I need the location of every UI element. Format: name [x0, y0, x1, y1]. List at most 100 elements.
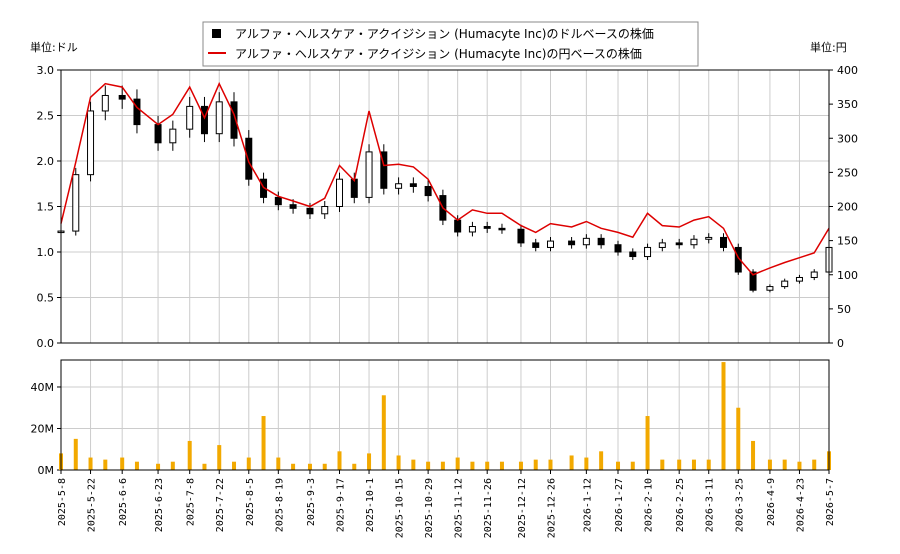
usd-candle-body	[810, 271, 818, 278]
volume-bar	[307, 463, 312, 470]
date-tick-label: 2025-9-17	[336, 478, 347, 532]
usd-candle-body	[720, 236, 728, 248]
volume-bar	[767, 459, 772, 470]
right-tick-label: 300	[837, 132, 858, 145]
usd-candle-body	[350, 178, 358, 198]
volume-tick-label: 40M	[31, 381, 55, 394]
legend-usd-swatch	[212, 29, 221, 38]
volume-bar	[396, 455, 401, 470]
price-plot-frame	[60, 69, 830, 344]
volume-bar	[660, 459, 665, 470]
usd-candle-body	[614, 244, 622, 253]
date-tick-label: 2025-7-22	[215, 478, 226, 532]
usd-candle-body	[582, 237, 590, 246]
date-axis-ticks: 2025-5-8 2025-5-22 2025-6-6 2025-6-23 2025-7…	[57, 470, 836, 538]
volume-bar	[276, 457, 281, 470]
usd-candle-body	[468, 226, 476, 233]
date-tick-label: 2025-12-12	[517, 478, 528, 538]
volume-bar	[246, 457, 251, 470]
usd-candle-body	[306, 207, 314, 215]
volume-bar	[736, 407, 741, 470]
usd-candle-body	[289, 204, 297, 209]
volume-bar	[120, 457, 125, 470]
date-tick-label: 2025-10-1	[365, 478, 376, 532]
volume-bar	[485, 461, 490, 470]
date-tick-label: 2025-9-3	[306, 478, 317, 526]
right-tick-label: 200	[837, 201, 858, 214]
usd-candle-body	[169, 128, 177, 144]
left-tick-label: 0.0	[37, 337, 55, 350]
volume-bar	[217, 445, 222, 470]
volume-bar	[499, 461, 504, 470]
date-tick-label: 2026-1-12	[582, 478, 593, 532]
usd-candle-body	[395, 183, 403, 189]
volume-bar	[599, 451, 604, 470]
date-tick-label: 2026-5-7	[825, 478, 836, 526]
volume-bar	[569, 455, 574, 470]
volume-bar	[706, 459, 711, 470]
left-tick-label: 0.5	[37, 292, 55, 305]
usd-candle-body	[483, 226, 491, 229]
usd-candle-body	[230, 101, 238, 139]
right-axis-ticks: 0 50 100 150 200 250 300 350 400	[829, 64, 858, 350]
usd-candle-body	[245, 137, 253, 180]
usd-candle-body	[380, 151, 388, 189]
volume-bar	[518, 461, 523, 470]
volume-bar	[156, 463, 161, 470]
volume-bar	[291, 463, 296, 470]
usd-candle-body	[705, 236, 713, 240]
usd-candle-body	[215, 101, 223, 135]
usd-candle-body	[87, 110, 95, 176]
right-axis-unit: 単位:円	[810, 40, 847, 54]
volume-bar	[381, 395, 386, 470]
left-tick-label: 1.5	[37, 201, 55, 214]
date-tick-label: 2025-5-22	[87, 478, 98, 532]
usd-candle-body	[517, 228, 525, 244]
legend: アルファ・ヘルスケア・アクイジション (Humacyte Inc)のドルベースの…	[202, 21, 699, 67]
usd-candle-body	[690, 238, 698, 246]
volume-bar	[367, 453, 372, 470]
volume-bar	[88, 457, 93, 470]
usd-candle-body	[675, 242, 683, 246]
left-tick-label: 1.0	[37, 246, 55, 259]
volume-bar	[812, 459, 817, 470]
usd-candle-body	[154, 124, 162, 144]
date-tick-label: 2026-4-9	[766, 478, 777, 526]
volume-tick-label: 20M	[31, 422, 55, 435]
volume-bar	[134, 461, 139, 470]
volume-bar	[584, 457, 589, 470]
usd-candle-body	[766, 286, 774, 291]
volume-axis-ticks: 0M 20M 40M	[31, 381, 61, 477]
date-tick-label: 2025-11-26	[483, 478, 494, 538]
usd-candle-body	[274, 196, 282, 206]
usd-candle-body	[72, 174, 80, 232]
usd-candle-body	[200, 105, 208, 135]
volume-bar	[261, 416, 266, 470]
date-tick-label: 2025-10-29	[424, 478, 435, 538]
usd-candle-body	[644, 246, 652, 258]
usd-candle-body	[133, 98, 141, 126]
date-tick-label: 2025-8-19	[274, 478, 285, 532]
usd-candle-body	[454, 219, 462, 233]
volume-bars	[59, 362, 831, 470]
volume-bar	[202, 463, 207, 470]
volume-bar	[455, 457, 460, 470]
date-tick-label: 2026-4-23	[795, 478, 806, 532]
left-axis-ticks: 0.0 0.5 1.0 1.5 2.0 2.5 3.0	[37, 64, 61, 350]
date-tick-label: 2025-5-8	[57, 478, 68, 526]
date-tick-label: 2025-6-23	[154, 478, 165, 532]
volume-bar	[677, 459, 682, 470]
volume-bar	[533, 459, 538, 470]
price-panel: 0.0 0.5 1.0 1.5 2.0 2.5 3.0 0 50 100 150 200 250 300…	[37, 64, 859, 350]
volume-bar	[630, 461, 635, 470]
right-tick-label: 50	[837, 303, 851, 316]
right-tick-label: 350	[837, 98, 858, 111]
date-tick-label: 2026-2-25	[675, 478, 686, 532]
volume-bar	[616, 461, 621, 470]
volume-bar	[440, 461, 445, 470]
usd-candle-body	[629, 251, 637, 258]
usd-candle-body	[186, 105, 194, 130]
usd-candle-body	[568, 240, 576, 246]
volume-bar	[170, 461, 175, 470]
